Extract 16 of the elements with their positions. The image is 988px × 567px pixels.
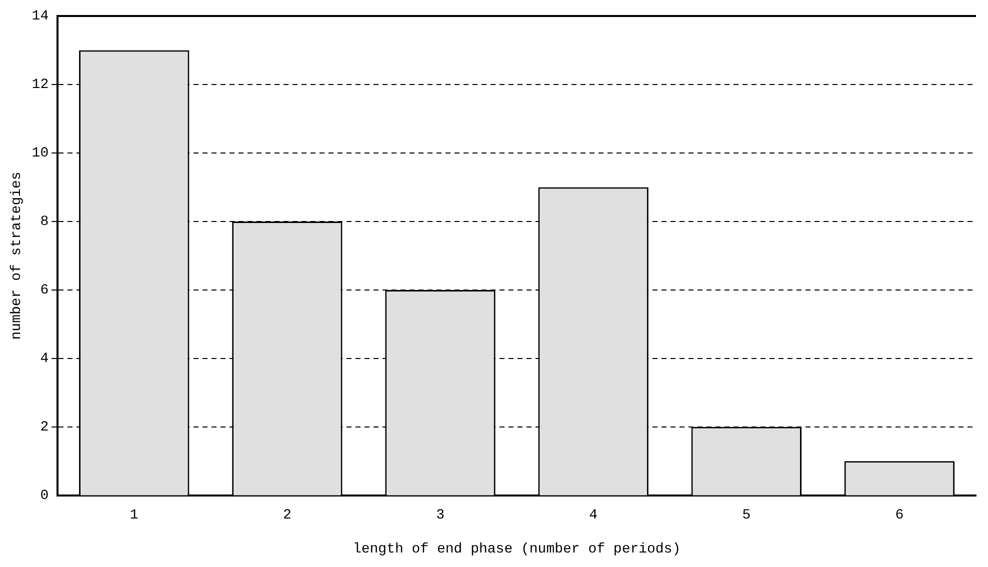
y-tick-label: 8	[40, 214, 49, 230]
y-tick-label: 4	[40, 351, 49, 368]
y-tick-label: 6	[40, 282, 49, 299]
y-tick-label: 10	[32, 146, 49, 162]
y-tick-label: 14	[32, 8, 49, 25]
y-tick-label: 2	[40, 420, 49, 436]
x-tick-label: 1	[130, 508, 138, 524]
x-axis-title: length of end phase (number of periods)	[352, 541, 681, 558]
x-tick-label: 4	[589, 508, 598, 524]
y-axis-title: number of strategies	[9, 172, 26, 340]
x-tick-label: 6	[895, 508, 904, 524]
x-tick-label: 2	[283, 508, 292, 524]
x-tick-label: 5	[742, 508, 751, 524]
y-tick-label: 12	[32, 77, 49, 94]
y-tick-label: 0	[40, 488, 49, 504]
x-tick-label: 3	[436, 508, 444, 524]
